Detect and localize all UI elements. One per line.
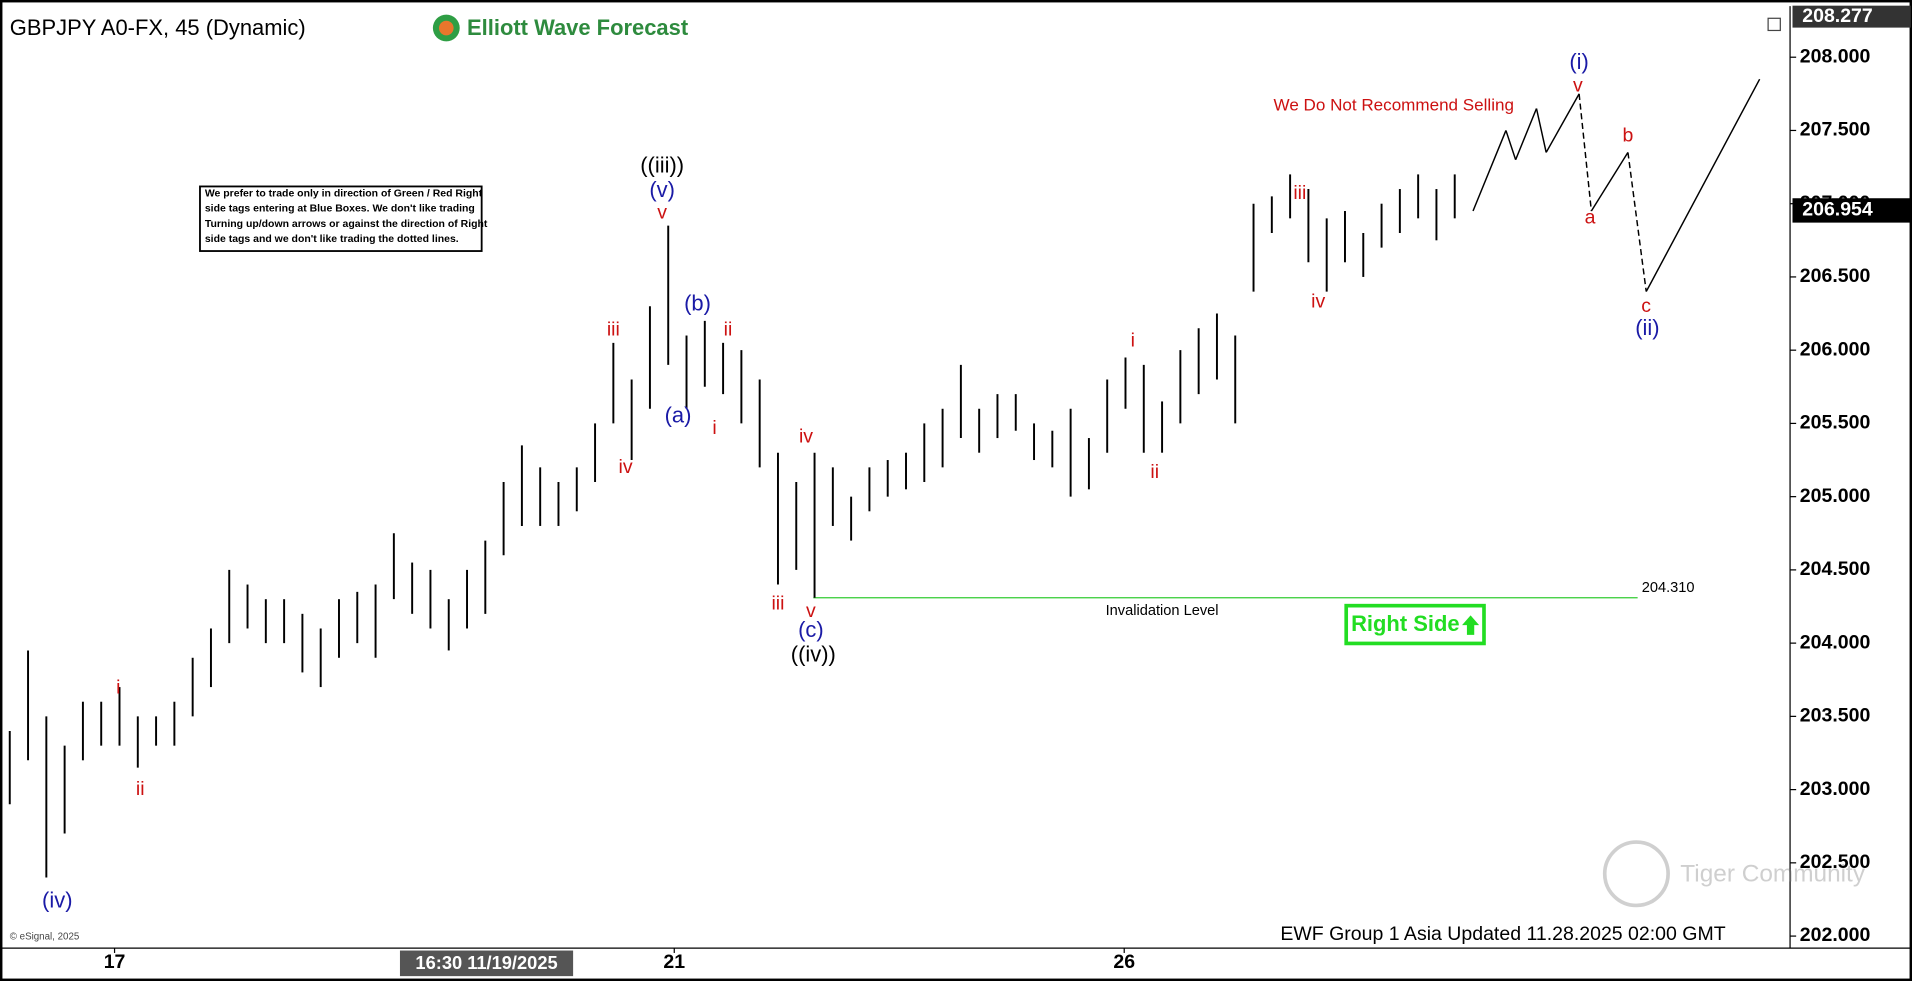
y-tick-label: 204.000 — [1800, 631, 1871, 653]
wave-label: ii — [1150, 461, 1159, 483]
chart-title: GBPJPY A0-FX, 45 (Dynamic) — [10, 15, 306, 40]
y-tick-label: 202.500 — [1800, 851, 1871, 873]
wave-label: (b) — [684, 290, 711, 315]
wave-label: iv — [799, 426, 813, 448]
crosshair-time: 16:30 11/19/2025 — [415, 952, 557, 973]
x-tick-label: 26 — [1113, 951, 1135, 973]
watermark: Tiger Community — [1602, 840, 1866, 908]
note-frame — [199, 185, 483, 252]
footer: EWF Group 1 Asia Updated 11.28.2025 02:0… — [1280, 923, 1725, 945]
wave-label: i — [1131, 329, 1135, 351]
y-tick-label: 206.500 — [1800, 265, 1871, 287]
projection-segment — [1505, 130, 1517, 160]
projection-segment — [1627, 152, 1647, 292]
y-tick-label: 207.500 — [1800, 119, 1871, 141]
wave-label: ((iii)) — [640, 153, 684, 178]
y-tick-label: 203.000 — [1800, 778, 1871, 800]
y-tick-label: 202.000 — [1800, 924, 1871, 946]
wave-label: (i) — [1569, 49, 1589, 74]
wave-label: iv — [1311, 290, 1325, 312]
wave-label: b — [1622, 125, 1633, 147]
note-box: We prefer to trade only in direction of … — [199, 185, 488, 252]
wave-label: ii — [724, 318, 733, 340]
wave-label: (v) — [649, 177, 675, 202]
right-side-text: Right Side — [1351, 611, 1460, 636]
wave-label: iii — [771, 593, 784, 615]
projection-segment — [1472, 130, 1507, 212]
right-side-frame — [1344, 603, 1486, 646]
wave-label: (c) — [798, 617, 824, 642]
x-tick-label: 21 — [663, 951, 685, 973]
wave-label: i — [712, 417, 716, 439]
last-price-tag — [1792, 198, 1911, 223]
note-line: side tags entering at Blue Boxes. We don… — [205, 204, 475, 215]
projection-segment — [1514, 108, 1538, 161]
wave-label: (ii) — [1635, 315, 1659, 340]
y-tick-label: 206.000 — [1800, 338, 1871, 360]
invalidation-value: 204.310 — [1642, 580, 1695, 596]
copyright: © eSignal, 2025 — [10, 932, 80, 943]
window-icon — [1767, 17, 1781, 32]
watermark-logo — [1602, 840, 1670, 908]
watermark-text: Tiger Community — [1680, 860, 1866, 887]
warning: We Do Not Recommend Selling — [1274, 96, 1514, 115]
top-price-tag — [1792, 5, 1911, 28]
invalidation-text: Invalidation Level — [1106, 603, 1219, 619]
last-price-label: 206.954 — [1802, 199, 1873, 221]
y-tick-label: 208.000 — [1800, 45, 1871, 67]
wave-label: iv — [618, 456, 632, 478]
right-side-box: Right Side — [1344, 603, 1486, 646]
x-tick-label: 17 — [104, 951, 126, 973]
wave-label: v — [1573, 75, 1583, 97]
y-tick-label: 204.500 — [1800, 558, 1871, 580]
top-price-label: 208.277 — [1802, 5, 1873, 27]
wave-label: c — [1641, 295, 1651, 317]
wave-label: ii — [136, 778, 145, 800]
logo-core — [438, 20, 454, 36]
y-tick-label: 203.500 — [1800, 705, 1871, 727]
wave-label: i — [116, 677, 120, 699]
y-tick-label: 205.500 — [1800, 412, 1871, 434]
brand-name: Elliott Wave Forecast — [467, 15, 689, 40]
projection-segment — [1590, 152, 1629, 212]
wave-label: ((iv)) — [791, 641, 836, 666]
projection-segment — [1578, 93, 1593, 212]
wave-label: (iv) — [42, 888, 72, 913]
projection-segment — [1545, 93, 1580, 153]
wave-label: a — [1585, 206, 1596, 228]
note-line: Turning up/down arrows or against the di… — [205, 219, 488, 230]
crosshair-box — [399, 950, 574, 977]
note-line: We prefer to trade only in direction of … — [205, 189, 483, 200]
wave-label: iii — [1293, 182, 1306, 204]
projection-segment — [1535, 108, 1547, 153]
y-tick-label: 205.000 — [1800, 485, 1871, 507]
wave-label: iii — [607, 318, 620, 340]
brand-logo: Elliott Wave Forecast — [432, 14, 689, 42]
wave-label: v — [806, 600, 816, 622]
note-line: side tags and we don't like trading the … — [205, 234, 459, 245]
projection-segment — [1645, 78, 1761, 292]
wave-label: v — [657, 201, 667, 223]
wave-label: (a) — [665, 403, 692, 428]
